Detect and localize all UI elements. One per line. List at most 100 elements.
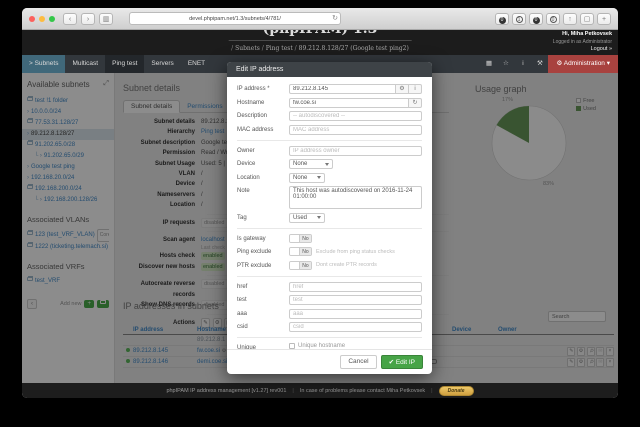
sidebar-item-subnet-child[interactable]: └ › 91.202.65.0/29: [34, 153, 84, 159]
tab-subnets[interactable]: > Subnets: [22, 55, 66, 73]
scan-agent-link[interactable]: localhost: [201, 237, 225, 244]
col-owner[interactable]: Owner: [498, 326, 517, 333]
sidebar-item-subnet-selected[interactable]: › 89.212.8.128/27: [22, 129, 114, 140]
ip-address-link[interactable]: 89.212.8.145: [133, 348, 169, 354]
tools-wrench-icon[interactable]: ⚒: [537, 60, 543, 67]
sidebar-item-subnet-child[interactable]: └ › 192.168.200.128/26: [34, 197, 98, 203]
description-input[interactable]: [289, 111, 422, 121]
location-select[interactable]: None: [289, 172, 325, 183]
col-ip-address[interactable]: IP address: [133, 326, 164, 333]
subnet-details-panel: Subnet details Subnet details Permission…: [115, 73, 449, 328]
cancel-button[interactable]: Cancel: [340, 355, 377, 369]
add-subnet-button[interactable]: +: [84, 300, 94, 308]
refresh-icon[interactable]: ↻: [409, 97, 422, 108]
folder-icon: [27, 118, 33, 123]
close-window-icon[interactable]: [29, 15, 35, 22]
edit-pencil-icon[interactable]: ✎: [567, 346, 576, 356]
device-select[interactable]: None: [289, 159, 333, 169]
ping-exclude-toggle[interactable]: No: [289, 247, 312, 256]
test-input[interactable]: [289, 295, 422, 305]
search-input[interactable]: [548, 311, 606, 322]
sidebar-item-vrf[interactable]: test_VRF: [27, 276, 109, 287]
administration-button[interactable]: ⚙ Administration ▾: [548, 55, 618, 73]
tab-multicast[interactable]: Multicast: [72, 60, 99, 67]
breadcrumb-subnet[interactable]: 89.212.8.128/27 (Google test ping2): [298, 45, 409, 52]
new-tab-button[interactable]: +: [597, 12, 611, 25]
note-textarea[interactable]: This host was autodiscovered on 2016-11-…: [289, 186, 422, 209]
csid-input[interactable]: [289, 322, 422, 332]
tab-subnet-details[interactable]: Subnet details: [123, 100, 181, 113]
hostname-input[interactable]: [289, 97, 409, 108]
owner-input[interactable]: [289, 145, 422, 156]
sidebar-item-folder[interactable]: test !1 folder: [27, 96, 109, 107]
gateway-toggle[interactable]: No: [289, 233, 312, 243]
aaa-input[interactable]: [289, 308, 422, 319]
logout-link[interactable]: Logout »: [590, 46, 612, 53]
unique-hostname-checkbox[interactable]: [289, 343, 295, 349]
ptr-exclude-toggle[interactable]: No: [289, 260, 312, 270]
col-hostname[interactable]: Hostname: [197, 326, 227, 333]
edit-pencil-icon[interactable]: ✎: [201, 317, 210, 328]
ip-address-input[interactable]: [289, 84, 396, 94]
href-input[interactable]: [289, 281, 422, 292]
tab-permissions[interactable]: Permissions: [187, 103, 223, 110]
donate-button[interactable]: Donate: [438, 385, 474, 396]
scan-gear-icon[interactable]: ⚙: [212, 317, 222, 328]
breadcrumb-subnets[interactable]: Subnets: [235, 45, 260, 52]
sidebar-item-subnet[interactable]: › 10.0.0.0/24: [27, 109, 62, 115]
delete-x-icon[interactable]: ×: [606, 346, 614, 356]
extension-button-2[interactable]: 1: [512, 12, 526, 25]
share-button[interactable]: ↑: [563, 12, 577, 25]
sidebar-item-subnet[interactable]: › 192.168.20.0/24: [27, 175, 75, 181]
sidebar-item-vlan[interactable]: 123 (test_VRF_VLAN)Core: [27, 229, 109, 242]
extension-button-1[interactable]: 0: [495, 12, 509, 25]
dashboard-grid-icon[interactable]: ▦: [485, 60, 493, 67]
edit-ip-button[interactable]: ✔ Edit IP: [380, 355, 423, 369]
envelope-icon[interactable]: ✉: [596, 357, 605, 367]
info-icon[interactable]: i: [522, 60, 524, 67]
minimize-window-icon[interactable]: [39, 15, 45, 22]
magnifier-icon[interactable]: ⚲: [586, 346, 595, 356]
scan-gears-icon[interactable]: ⚙: [576, 346, 585, 356]
reload-icon[interactable]: ↻: [332, 15, 338, 22]
sidebar-item-subnet[interactable]: 77.53.31.128/27: [27, 118, 109, 129]
expand-icon[interactable]: ⤢: [103, 80, 109, 87]
info-icon[interactable]: i: [409, 84, 422, 94]
col-device[interactable]: Device: [452, 326, 472, 333]
tab-overview-button[interactable]: ▢: [580, 12, 594, 25]
extension-button-3[interactable]: 0: [529, 12, 543, 25]
detail-row: Nameservers /: [157, 191, 203, 198]
hierarchy-link[interactable]: Ping test: [201, 129, 225, 136]
tag-select[interactable]: Used: [289, 212, 325, 223]
delete-x-icon[interactable]: ×: [606, 357, 614, 367]
zoom-window-icon[interactable]: [49, 15, 55, 22]
back-button[interactable]: ‹: [63, 12, 77, 25]
url-bar[interactable]: devel.phpipam.net/1.3/subnets/4/781/ ↻: [129, 12, 341, 25]
sidebar-item-subnet[interactable]: › Google test ping: [27, 164, 75, 170]
forward-button[interactable]: ›: [81, 12, 95, 25]
hostname-cell[interactable]: fw.coe.si ⚙: [197, 348, 227, 354]
subnet-tree: test !1 folder › 10.0.0.0/24 77.53.31.128…: [22, 96, 114, 206]
favorites-star-icon[interactable]: ☆: [503, 60, 509, 67]
tab-ping-test[interactable]: Ping test: [105, 55, 145, 73]
sidebar-item-subnet[interactable]: 192.168.200.0/24: [27, 184, 109, 195]
add-folder-button[interactable]: [97, 299, 109, 308]
sidebar-item-vlan[interactable]: 1222 (ticketing.telemach.si): [27, 242, 109, 253]
modal-title: Edit IP address: [227, 62, 432, 77]
mac-address-input[interactable]: [289, 124, 422, 135]
scan-gears-icon[interactable]: ⚙: [396, 84, 409, 94]
magnifier-icon[interactable]: ⚲: [586, 357, 595, 367]
sidebar-item-subnet[interactable]: 91.202.65.0/28: [27, 140, 109, 151]
ip-address-link[interactable]: 89.212.8.146: [133, 359, 169, 365]
breadcrumb-ping-test[interactable]: Ping test: [265, 45, 293, 52]
collapse-sidebar-button[interactable]: ‹: [27, 299, 37, 309]
tab-enet[interactable]: ENET: [187, 60, 206, 67]
sidebar-footer: ‹ Add new +: [27, 299, 109, 309]
sidebar-toggle-icon[interactable]: ▥: [99, 12, 113, 25]
extension-button-4[interactable]: 0: [546, 12, 560, 25]
scan-gears-icon[interactable]: ⚙: [576, 357, 585, 367]
edit-pencil-icon[interactable]: ✎: [567, 357, 576, 367]
envelope-icon[interactable]: ✉: [596, 346, 605, 356]
extension-icon: 0: [549, 15, 557, 23]
tab-servers[interactable]: Servers: [151, 60, 174, 67]
